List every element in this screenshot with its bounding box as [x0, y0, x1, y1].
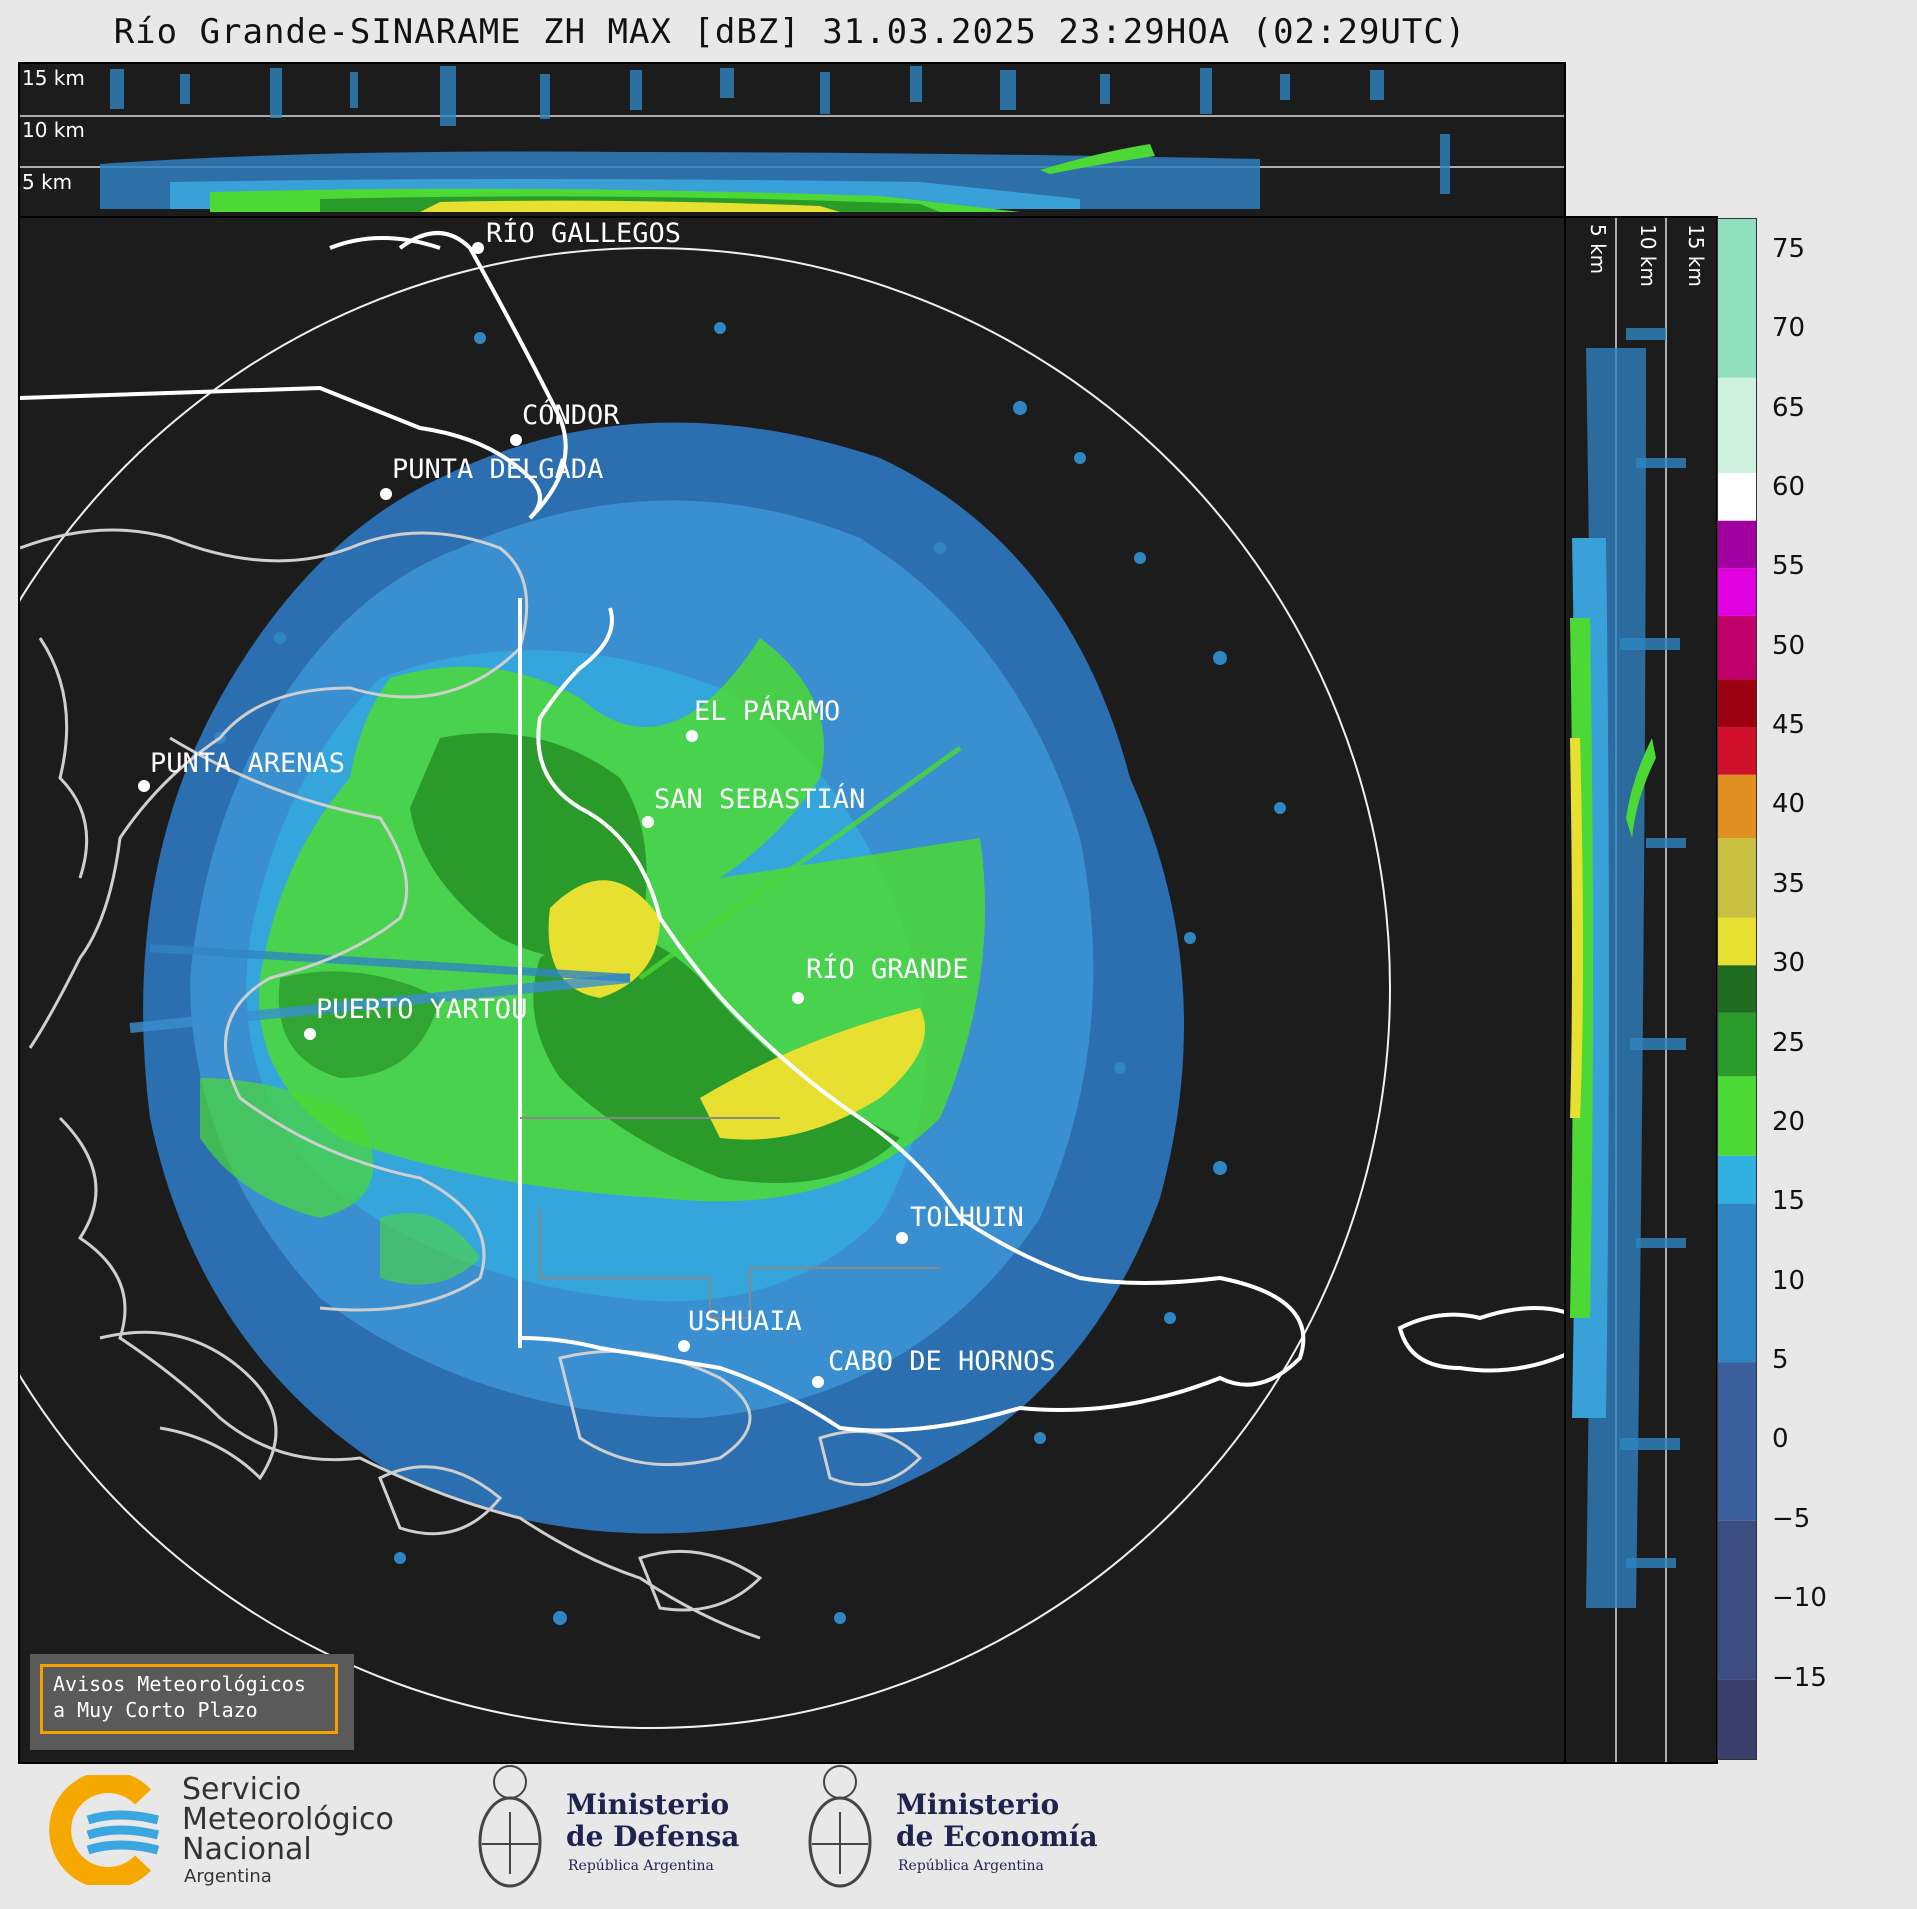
city-label-condor: CÓNDOR	[522, 400, 620, 431]
economia-line-2: de Economía	[896, 1820, 1098, 1853]
economia-line-1: Ministerio	[896, 1788, 1060, 1821]
colorbar-band	[1718, 377, 1756, 474]
smn-line-4: Argentina	[184, 1866, 272, 1887]
colorbar-band	[1718, 965, 1756, 1013]
city-label-san-sebastian: SAN SEBASTIÁN	[654, 784, 866, 815]
defensa-coat-of-arms-icon	[478, 1765, 542, 1888]
colorbar-tick-label: 55	[1772, 551, 1806, 582]
colorbar-band	[1718, 615, 1756, 680]
colorbar-band	[1718, 1076, 1756, 1156]
colorbar-tick-label: −15	[1772, 1662, 1827, 1693]
colorbar-band	[1718, 1203, 1756, 1363]
colorbar-tick-label: 5	[1772, 1345, 1789, 1376]
smn-line-2: Meteorológico	[182, 1802, 394, 1837]
colorbar-band	[1718, 1679, 1756, 1759]
defensa-sub: República Argentina	[568, 1858, 714, 1874]
warning-notice-frame: Avisos Meteorológicos a Muy Corto Plazo	[40, 1664, 338, 1734]
top-height-label-15: 15 km	[22, 66, 85, 90]
top-cross-section-svg	[20, 66, 1564, 212]
colorbar-tick-label: 75	[1772, 233, 1806, 264]
colorbar-band	[1718, 520, 1756, 569]
smn-line-3: Nacional	[182, 1832, 312, 1867]
side-height-label-5: 5 km	[1586, 224, 1610, 275]
colorbar-tick-label: 65	[1772, 392, 1806, 423]
colorbar-tick-label: 45	[1772, 710, 1806, 741]
colorbar-tick-label: 40	[1772, 789, 1806, 820]
top-height-label-5: 5 km	[22, 170, 73, 194]
city-label-tolhuin: TOLHUIN	[910, 1202, 1024, 1233]
colorbar-tick-label: 20	[1772, 1106, 1806, 1137]
colorbar-band	[1718, 1155, 1756, 1204]
defensa-line-2: de Defensa	[566, 1820, 740, 1853]
colorbar-tick-label: 15	[1772, 1186, 1806, 1217]
side-height-label-10: 10 km	[1636, 224, 1660, 287]
defensa-line-1: Ministerio	[566, 1788, 730, 1821]
colorbar-band	[1718, 838, 1756, 918]
dbz-colorbar	[1717, 218, 1757, 1760]
notice-line-1: Avisos Meteorológicos	[53, 1672, 306, 1696]
economia-sub: República Argentina	[898, 1858, 1044, 1874]
smn-line-1: Servicio	[182, 1772, 302, 1807]
city-label-rio-gallegos: RÍO GALLEGOS	[486, 218, 682, 249]
colorbar-band	[1718, 568, 1756, 616]
colorbar-tick-label: −5	[1772, 1503, 1811, 1534]
colorbar-band	[1718, 473, 1756, 521]
smn-logo-icon	[49, 1775, 160, 1885]
colorbar-band	[1718, 917, 1756, 966]
notice-line-2: a Muy Corto Plazo	[53, 1698, 258, 1722]
colorbar-tick-label: 30	[1772, 948, 1806, 979]
colorbar-tick-label: 60	[1772, 471, 1806, 502]
side-cross-section-panel: 5 km 10 km 15 km	[1564, 216, 1718, 1764]
city-label-puerto-yartou: PUERTO YARTOU	[316, 994, 528, 1025]
city-label-punta-arenas: PUNTA ARENAS	[150, 748, 346, 779]
colorbar-band	[1718, 1012, 1756, 1077]
colorbar-band	[1718, 1520, 1756, 1680]
reflectivity-field	[129, 322, 1286, 1625]
colorbar-band	[1718, 727, 1756, 775]
city-label-rio-grande: RÍO GRANDE	[806, 954, 969, 985]
colorbar-tick-label: 10	[1772, 1265, 1806, 1296]
city-markers	[138, 242, 908, 1388]
colorbar-band	[1718, 774, 1756, 839]
city-label-el-paramo: EL PÁRAMO	[694, 696, 841, 727]
borders	[20, 231, 1564, 1433]
side-height-label-15: 15 km	[1684, 224, 1708, 287]
colorbar-tick-label: 50	[1772, 630, 1806, 661]
top-echo-band	[100, 66, 1450, 212]
top-cross-section-panel: 15 km 10 km 5 km	[18, 62, 1566, 218]
colorbar-tick-label: 70	[1772, 313, 1806, 344]
colorbar-band	[1718, 219, 1756, 378]
province-lines	[520, 1117, 940, 1319]
top-height-label-10: 10 km	[22, 118, 85, 142]
colorbar-tick-label: 35	[1772, 868, 1806, 899]
radar-map-svg	[20, 231, 1564, 1729]
warning-notice-box[interactable]: Avisos Meteorológicos a Muy Corto Plazo	[30, 1654, 354, 1750]
map-title: Río Grande-SINARAME ZH MAX [dBZ] 31.03.2…	[113, 12, 1467, 52]
colorbar-tick-label: −10	[1772, 1583, 1827, 1614]
city-label-ushuaia: USHUAIA	[688, 1306, 802, 1337]
colorbar-svg	[1718, 219, 1756, 1759]
radar-map: RÍO GALLEGOS CÓNDOR PUNTA DELGADA EL PÁR…	[18, 216, 1566, 1764]
range-ring	[20, 247, 1391, 1729]
colorbar-band	[1718, 679, 1756, 728]
colorbar-band	[1718, 1362, 1756, 1521]
colorbar-tick-label: 0	[1772, 1424, 1789, 1455]
economia-coat-of-arms-icon	[808, 1765, 872, 1888]
colorbar-tick-label: 25	[1772, 1027, 1806, 1058]
side-cross-section-svg	[1570, 218, 1686, 1762]
city-label-punta-delgada: PUNTA DELGADA	[392, 454, 604, 485]
city-label-cabo-de-hornos: CABO DE HORNOS	[828, 1346, 1056, 1377]
